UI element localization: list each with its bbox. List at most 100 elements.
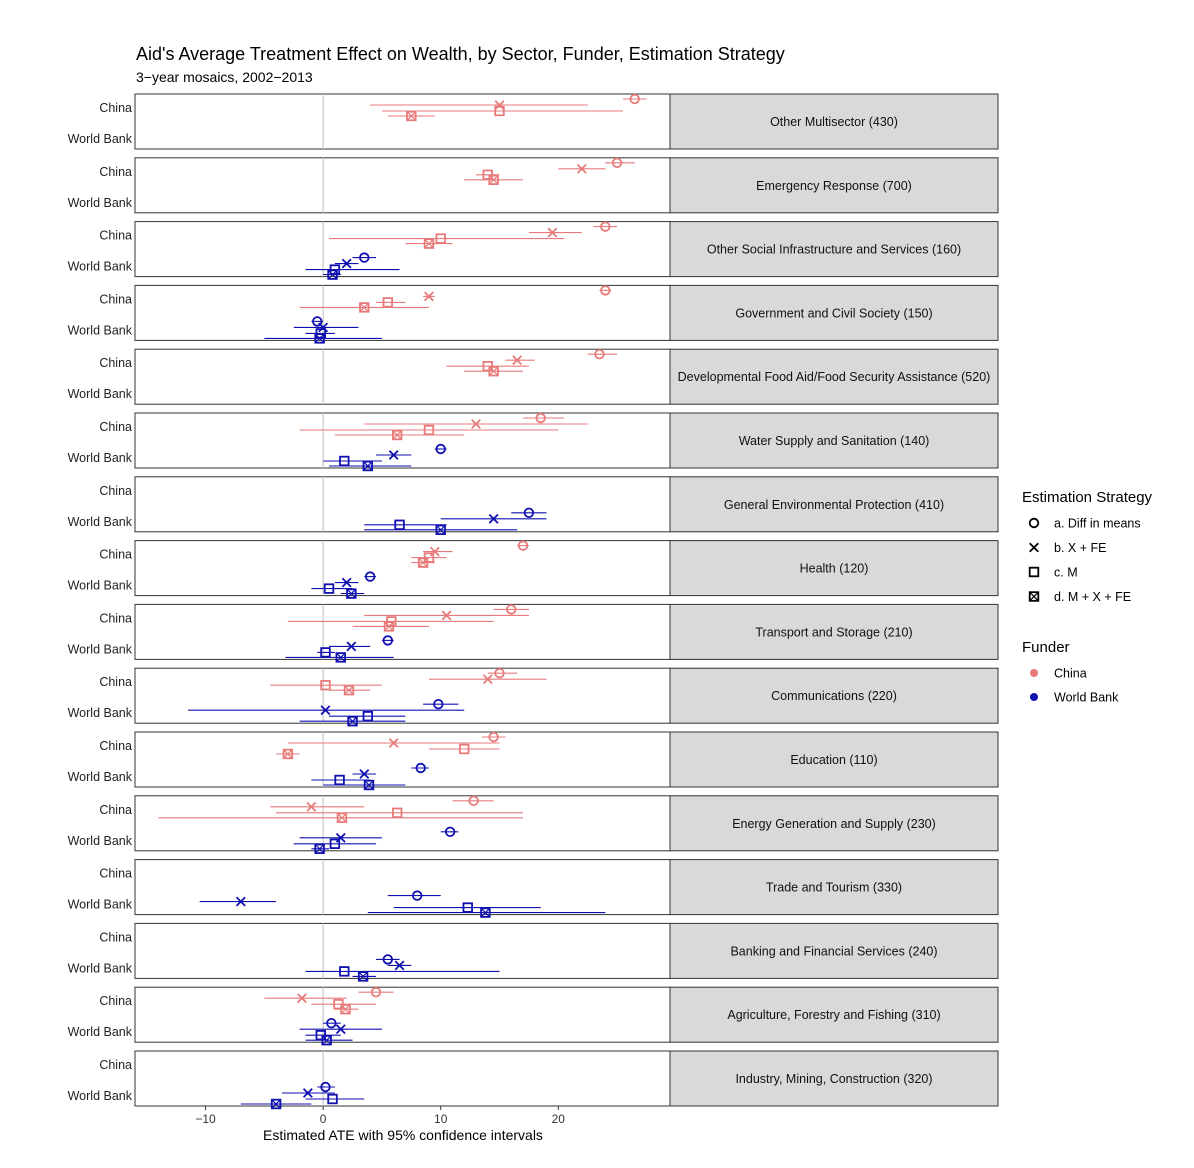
facet-panel: Agriculture, Forestry and Fishing (310) C… [68,986,999,1046]
facet-panel: Developmental Food Aid/Food Security Ass… [68,348,999,405]
point-estimate [488,731,499,743]
point-estimate [506,604,517,615]
point-estimate [388,738,399,748]
point-estimate [406,110,417,122]
point-estimate [471,419,481,429]
panel-background [134,221,671,278]
point-estimate [339,966,350,977]
point-estimate [270,1098,282,1110]
funder-row-label: World Bank [68,961,133,975]
panel-background [134,476,671,533]
funder-row-label: China [99,867,132,881]
point-estimate [494,668,505,679]
legend: Estimation Strategy Funder a. Diff in me… [1022,489,1153,705]
funder-row-label: World Bank [68,323,133,337]
panel-background [134,731,671,788]
point-estimate [362,711,374,722]
facet-strip [669,348,999,405]
point-estimate [359,302,370,313]
point-estimate [320,680,331,691]
facet-strip-label: Transport and Storage (210) [755,625,912,639]
facet-strip-label: Banking and Financial Services (240) [730,944,937,958]
funder-row-label: China [99,803,132,817]
point-estimate [235,896,246,907]
panel-background [134,157,671,214]
point-estimate [488,365,499,377]
panel-background [134,93,671,150]
point-estimate [363,779,375,791]
legend-strategy-label: b. X + FE [1054,541,1106,555]
panel-background [134,412,671,469]
point-estimate [423,424,435,436]
funder-row-label: China [99,930,132,944]
point-estimate [611,157,623,169]
point-estimate [320,705,331,716]
point-estimate [335,832,346,843]
point-estimate [600,285,611,296]
point-estimate [535,412,546,424]
point-estimate [494,105,505,117]
point-estimate [512,355,523,366]
facet-strip [669,476,999,533]
facet-strip-label: Agriculture, Forestry and Fishing (310) [727,1008,940,1022]
point-estimate [327,1093,338,1105]
point-estimate [346,588,357,599]
x-tick-label: −10 [195,1112,216,1126]
facet-strip [669,93,999,150]
funder-row-label: China [99,165,132,179]
point-estimate [312,316,323,327]
facet-panel: Banking and Financial Services (240) Chin… [68,922,999,982]
point-estimate [302,1088,313,1098]
facet-strip [669,795,999,852]
point-estimate [357,971,369,982]
facet-panel: Other Social Infrastructure and Services… [68,221,999,280]
legend-funder-key [1030,669,1038,677]
point-estimate [411,890,423,901]
point-estimate [600,221,611,232]
point-estimate [482,674,493,685]
point-estimate [392,429,403,441]
facet-panel: Emergency Response (700) China World Bank [68,157,999,214]
funder-row-label: China [99,292,132,306]
facet-strip [669,731,999,788]
point-estimate [433,699,444,710]
point-estimate [388,450,399,460]
funder-row-label: China [99,101,132,115]
point-estimate [306,801,317,812]
facet-strip [669,667,999,724]
facet-strip [669,859,999,916]
point-estimate [441,610,452,621]
facet-panel: Water Supply and Sanitation (140) China Wo… [68,412,999,472]
point-estimate [382,297,394,308]
legend-funder-key [1030,693,1038,701]
point-estimate [340,1004,351,1015]
facet-strip-label: Education (110) [790,753,877,767]
point-estimate [382,954,394,965]
chart-title: Aid's Average Treatment Effect on Wealth… [136,44,785,64]
facet-strip [669,284,999,341]
panel-background [134,795,671,852]
point-estimate [523,507,535,519]
funder-row-label: China [99,420,132,434]
facet-strip-label: Energy Generation and Supply (230) [732,817,936,831]
facet-panel: Government and Civil Society (150) China W… [68,284,999,344]
panel-background [134,1050,671,1107]
facet-panel: Other Multisector (430) China World Bank [68,93,999,150]
point-estimate [480,907,491,918]
funder-row-label: China [99,739,132,753]
point-estimate [576,163,587,174]
funder-row-label: World Bank [68,387,133,401]
point-estimate [339,455,350,467]
point-estimate [334,774,345,786]
funder-row-label: World Bank [68,196,133,210]
legend-funder-title: Funder [1022,639,1070,656]
facet-panel: Transport and Storage (210) China World Ba… [68,603,999,663]
facet-panel: General Environmental Protection (410) Ch… [68,476,999,536]
facet-strip [669,986,999,1043]
facet-strip-label: Emergency Response (700) [756,179,912,193]
funder-row-label: China [99,994,132,1008]
funder-row-label: World Bank [68,451,133,465]
point-estimate [335,1024,346,1035]
point-estimate [415,762,426,774]
